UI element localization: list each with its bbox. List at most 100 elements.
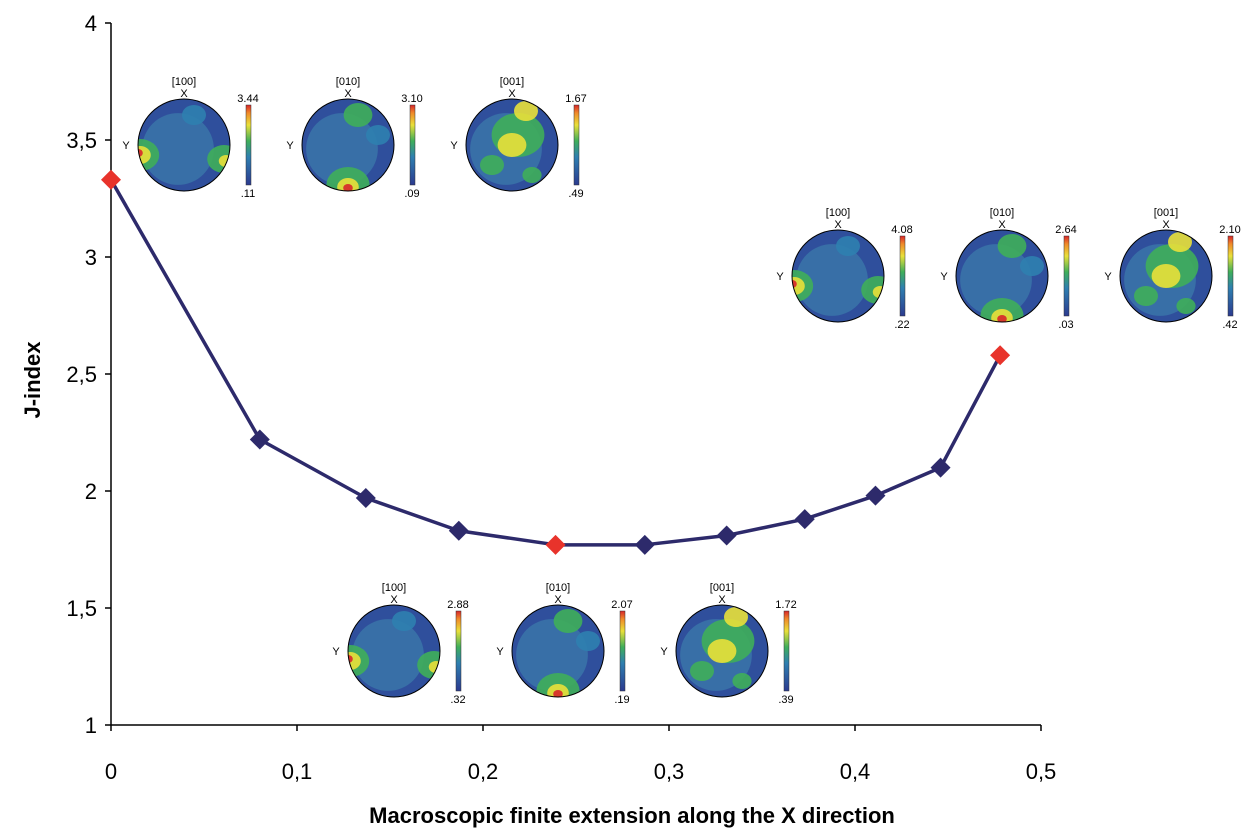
density-blob (1151, 264, 1181, 288)
colorbar-max-label: 3.10 (401, 93, 422, 105)
density-blob (997, 315, 1007, 322)
y-tick-label: 3 (85, 245, 97, 270)
colorbar-min-label: .19 (614, 694, 629, 706)
pole-figure: [100]X Y 3.44 .11 (122, 76, 258, 200)
pole-figure-x-axis-label: X (718, 594, 726, 606)
density-blob (872, 286, 884, 298)
x-tick-label: 0 (105, 759, 117, 784)
pole-figure-y-axis-label: Y (286, 140, 294, 152)
density-blob (690, 661, 714, 681)
pole-figure-outline (1119, 229, 1213, 323)
pole-figure-y-axis-label: Y (776, 271, 784, 283)
colorbar-max-label: 1.67 (565, 93, 586, 105)
colorbar (899, 235, 906, 317)
density-blob (497, 133, 527, 157)
colorbar-max-label: 2.88 (447, 599, 468, 611)
density-contour (796, 244, 868, 316)
pole-figure-y-axis-label: Y (450, 140, 458, 152)
pole-figure: [100]X Y 2.88 .32 (332, 582, 468, 706)
density-blob (553, 690, 563, 697)
pole-figure: [001]X Y 1.72 .39 (660, 582, 796, 706)
density-contour (516, 619, 588, 691)
y-tick-label: 3,5 (66, 128, 97, 153)
pole-figure-y-axis-label: Y (660, 646, 668, 658)
data-point (355, 488, 376, 509)
colorbar-max-label: 4.08 (891, 224, 912, 236)
pole-figure-x-axis-label: X (344, 88, 352, 100)
series-line (109, 178, 1002, 547)
pole-figure-density (680, 607, 755, 691)
x-tick-label: 0,2 (468, 759, 499, 784)
density-blob (1020, 256, 1044, 276)
density-blob (1134, 286, 1158, 306)
pole-figure-outline (675, 604, 769, 698)
y-tick-label: 2,5 (66, 362, 97, 387)
pole-figure-density (516, 609, 600, 697)
x-tick-label: 0,1 (282, 759, 313, 784)
x-tick-label: 0,3 (654, 759, 685, 784)
pole-figure-label: [010] (336, 76, 360, 88)
density-blob (1176, 298, 1196, 314)
colorbar (455, 610, 462, 692)
pole-figure-y-axis-label: Y (332, 646, 340, 658)
pole-figure-x-axis-label: X (508, 88, 516, 100)
density-blob (428, 661, 440, 673)
pole-figure-x-axis-label: X (180, 88, 188, 100)
density-contour (352, 619, 424, 691)
density-blob (392, 611, 416, 631)
density-blob (732, 673, 752, 689)
pole-figure-label: [100] (826, 207, 850, 219)
colorbar (619, 610, 626, 692)
pole-figure-outline (347, 604, 441, 698)
data-point (865, 485, 886, 506)
y-tick-label: 1 (85, 713, 97, 738)
y-tick-label: 4 (85, 11, 97, 36)
y-axis-title: J-index (20, 341, 45, 419)
pole-figure-label: [001] (710, 582, 734, 594)
data-point (448, 520, 469, 541)
density-blob (366, 125, 390, 145)
pole-figure-density (1124, 232, 1199, 316)
density-blob (182, 105, 206, 125)
density-blob (522, 167, 542, 183)
pole-figure-y-axis-label: Y (122, 140, 130, 152)
data-point (101, 169, 121, 190)
pf-group-initial: [100]XY3.44.11[010]XY3.10.09[001]XY1.67.… (122, 76, 586, 200)
data-point (545, 534, 566, 555)
data-point (990, 345, 1011, 366)
density-blob (707, 639, 737, 663)
density-blob (343, 184, 353, 191)
density-contour (306, 113, 378, 185)
colorbar-min-label: .42 (1222, 319, 1237, 331)
pole-figure: [001]X Y 2.10 .42 (1104, 207, 1240, 331)
pole-figure-outline (955, 229, 1049, 323)
pole-figure-x-axis-label: X (1162, 219, 1170, 231)
density-blob (836, 236, 860, 256)
x-tick-label: 0,4 (840, 759, 871, 784)
colorbar-min-label: .22 (894, 319, 909, 331)
pole-figure-label: [100] (172, 76, 196, 88)
data-series (101, 169, 1011, 555)
pole-figure: [010]X Y 3.10 .09 (286, 76, 422, 200)
colorbar-max-label: 2.10 (1219, 224, 1240, 236)
colorbar (1063, 235, 1070, 317)
density-contour (142, 113, 214, 185)
pole-figure-x-axis-label: X (390, 594, 398, 606)
density-contour (960, 244, 1032, 316)
colorbar (573, 104, 580, 186)
colorbar-min-label: .49 (568, 188, 583, 200)
y-tick-label: 1,5 (66, 596, 97, 621)
colorbar-min-label: .03 (1058, 319, 1073, 331)
pf-group-final: [100]XY4.08.22[010]XY2.64.03[001]XY2.10.… (776, 207, 1240, 331)
pole-figure-label: [010] (546, 582, 570, 594)
density-blob (480, 155, 504, 175)
pole-figure-y-axis-label: Y (496, 646, 504, 658)
pole-figure-x-axis-label: X (554, 594, 562, 606)
pf-group-minimum: [100]XY2.88.32[010]XY2.07.19[001]XY1.72.… (332, 582, 796, 706)
pole-figure-outline (465, 98, 559, 192)
pole-figure-outline (301, 98, 395, 192)
colorbar-min-label: .39 (778, 694, 793, 706)
pole-figure: [010]X Y 2.64 .03 (940, 207, 1076, 331)
x-axis-title: Macroscopic finite extension along the X… (369, 803, 895, 828)
